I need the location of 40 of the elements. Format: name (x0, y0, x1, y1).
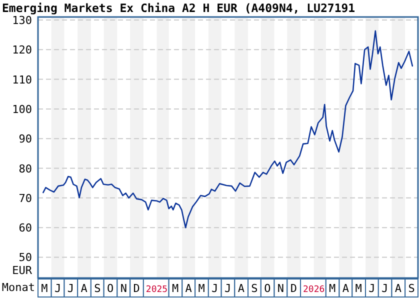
x-tick-label: S (408, 282, 415, 295)
x-tick-label: 2025 (146, 285, 168, 295)
x-tick-label: A (80, 282, 88, 295)
chart-title: Emerging Markets Ex China A2 H EUR (A409N4, LU27191 (2, 1, 356, 15)
x-tick-label: J (224, 282, 232, 295)
x-tick-label: A (342, 282, 350, 295)
y-axis-title: EUR (12, 264, 32, 277)
x-tick-label: M (355, 282, 362, 295)
x-tick-label: D (133, 282, 140, 295)
x-tick-label: A (394, 282, 402, 295)
y-tick-label: 80 (18, 162, 32, 176)
y-tick-label: 120 (12, 44, 32, 57)
x-tick-label: N (120, 282, 127, 295)
x-tick-label: J (368, 282, 376, 295)
x-tick-label: A (185, 282, 192, 295)
y-tick-label: 90 (18, 132, 32, 146)
x-tick-label: S (94, 282, 101, 295)
x-axis-title: Monat (2, 281, 35, 294)
x-tick-label: J (54, 282, 62, 295)
x-tick-label: 2026 (303, 285, 325, 295)
y-tick-label: 100 (12, 102, 32, 116)
x-tick-label: A (238, 282, 245, 295)
x-tick-label: M (198, 282, 206, 295)
x-tick-label: O (264, 282, 271, 295)
line-series (42, 30, 414, 228)
x-tick-label: D (290, 282, 297, 295)
x-tick-label: M (172, 282, 179, 295)
x-tick-label: M (329, 282, 336, 295)
y-tick-label: 70 (18, 192, 32, 205)
y-tick-label: 130 (12, 14, 32, 27)
x-tick-label: J (212, 282, 218, 295)
x-tick-label: N (277, 282, 284, 295)
y-tick-label: 110 (12, 73, 32, 86)
x-tick-label: J (67, 282, 74, 295)
y-tick-label: 60 (18, 222, 32, 235)
x-tick-label: S (251, 282, 258, 295)
x-tick-label: O (106, 282, 114, 295)
x-tick-label: M (41, 282, 48, 295)
x-tick-label: J (382, 282, 388, 295)
y-tick-label: 50 (18, 251, 32, 264)
